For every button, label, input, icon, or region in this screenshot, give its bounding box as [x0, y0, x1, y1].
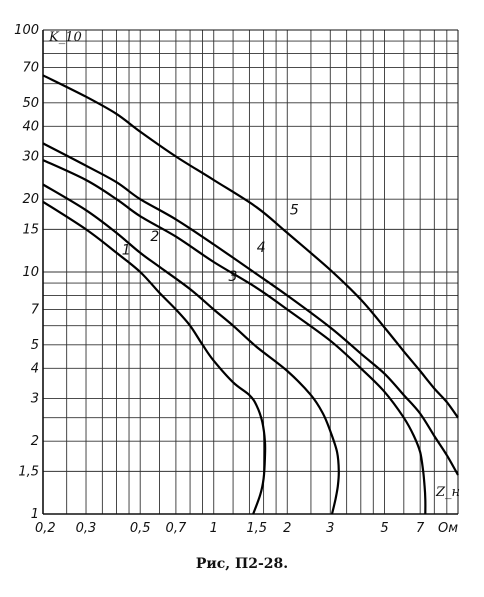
- y-tick-label: 7: [31, 302, 40, 317]
- y-tick-label: 20: [22, 192, 39, 207]
- y-tick-label: 1: [31, 507, 39, 522]
- x-tick-label: 2: [283, 521, 291, 536]
- x-tick-label: 0,2: [35, 521, 56, 536]
- x-tick-label: 3: [326, 521, 334, 536]
- y-tick-label: 10: [22, 265, 39, 280]
- series-layer: [42, 74, 459, 515]
- x-tick-label: 0,7: [166, 521, 187, 536]
- y-tick-label: 4: [31, 361, 39, 376]
- y-tick-labels: 1 1,5 2 3 4 5 7 10 15 20 30 40 50 70 100: [14, 23, 40, 522]
- y-grid: [43, 29, 458, 515]
- series-line-3: [42, 159, 427, 515]
- y-tick-label: 2: [31, 434, 39, 449]
- figure-caption: Рис, П2-28.: [195, 556, 289, 572]
- x-tick-label: 0,3: [76, 521, 97, 536]
- curve-label-2: 2: [150, 229, 159, 245]
- y-tick-label: 50: [22, 96, 39, 111]
- plot-frame: [42, 29, 459, 515]
- x-tick-label: 1,5: [246, 521, 267, 536]
- y-tick-label: 1,5: [18, 464, 39, 479]
- x-tick-labels: 0,2 0,3 0,5 0,7 1 1,5 2 3 5 7: [35, 521, 425, 536]
- x-unit-label: Ом: [438, 521, 458, 536]
- y-tick-label: 100: [14, 23, 39, 38]
- x-tick-label: 7: [416, 521, 425, 536]
- curve-labels: 1 2 3 4 5: [122, 202, 299, 284]
- x-tick-label: 1: [210, 521, 218, 536]
- y-tick-label: 30: [22, 150, 39, 165]
- curve-label-1: 1: [122, 243, 131, 259]
- curve-label-3: 3: [229, 269, 238, 285]
- series-line-1: [42, 200, 267, 515]
- y-tick-label: 5: [31, 338, 39, 353]
- x-tick-label: 0,5: [130, 521, 151, 536]
- y-axis-label: K_10: [48, 30, 82, 45]
- series-line-5: [42, 74, 459, 419]
- y-tick-label: 40: [22, 119, 39, 134]
- y-tick-label: 15: [22, 222, 39, 237]
- x-tick-label: 5: [380, 521, 388, 536]
- series-line-2: [42, 183, 340, 515]
- series-line-4: [42, 142, 459, 476]
- y-tick-label: 70: [22, 60, 39, 75]
- y-tick-label: 3: [31, 392, 39, 407]
- curve-label-5: 5: [290, 202, 299, 218]
- x-axis-label: Z_н: [435, 485, 460, 500]
- curve-label-4: 4: [257, 240, 266, 256]
